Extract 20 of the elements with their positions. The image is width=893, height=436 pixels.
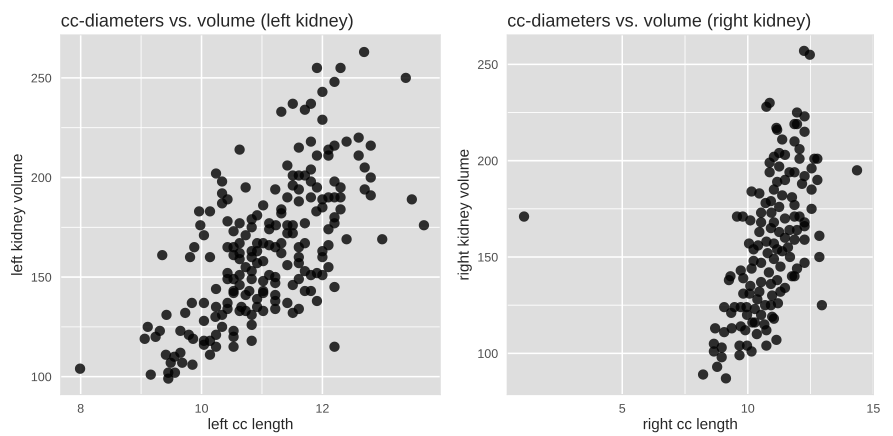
y-tick-label: 200 [31, 173, 52, 182]
x-axis-title: left cc length [208, 418, 292, 432]
x-axis-title: right cc length [644, 418, 737, 432]
y-tick-label: 100 [478, 349, 498, 358]
y-axis-title: left kidney volume [11, 154, 26, 275]
y-tick-label: 150 [478, 252, 498, 262]
chart-title: cc-diameters vs. volume (left kidney) [61, 13, 353, 30]
x-tick-label: 15 [867, 404, 880, 413]
x-tick-label: 12 [316, 404, 329, 413]
y-tick-label: 200 [478, 156, 498, 166]
y-tick-label: 250 [478, 60, 498, 70]
x-tick-label: 10 [742, 404, 754, 413]
x-tick-label: 5 [619, 404, 626, 413]
y-tick-label: 150 [32, 272, 52, 282]
y-tick-label: 100 [32, 372, 52, 382]
y-axis-title: right kidney volume [458, 150, 472, 280]
x-tick-label: 8 [78, 404, 84, 413]
chart-title: cc-diameters vs. volume (right kidney) [508, 13, 810, 30]
x-tick-label: 10 [196, 404, 208, 413]
y-tick-label: 250 [31, 74, 52, 83]
